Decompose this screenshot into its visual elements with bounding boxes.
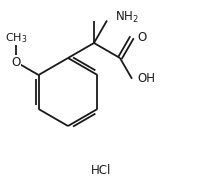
Text: NH$_2$: NH$_2$ — [115, 10, 139, 25]
Text: HCl: HCl — [91, 164, 111, 176]
Text: O: O — [137, 31, 146, 44]
Text: OH: OH — [137, 72, 155, 85]
Text: O: O — [12, 55, 21, 69]
Text: CH$_3$: CH$_3$ — [5, 31, 27, 45]
